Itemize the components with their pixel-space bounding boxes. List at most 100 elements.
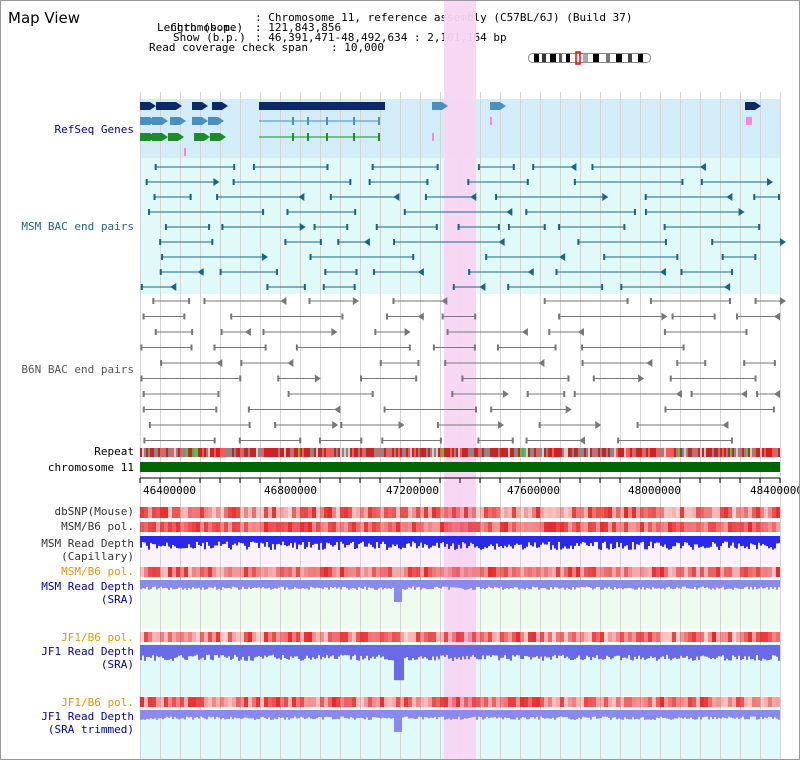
msm-depth-sra-bar: [234, 580, 236, 588]
refseq-strand-arrow: [500, 102, 506, 110]
msm-depth-capillary-bar: [240, 536, 242, 543]
msm-depth-capillary-bar: [450, 536, 452, 546]
msm-depth-capillary-bar: [378, 536, 380, 548]
jf1-b6-pol-trimmed-heat: [380, 697, 384, 707]
msm-depth-sra-bar: [220, 580, 222, 590]
repeat-segment: [318, 448, 320, 457]
grid-line: [300, 92, 301, 760]
jf1-depth-sra-bar: [340, 645, 342, 655]
jf1-depth-trimmed-bar: [640, 710, 642, 718]
jf1-depth-trimmed-bar: [280, 710, 282, 719]
msm-depth-sra-bar: [364, 580, 366, 587]
msm-depth-capillary-bar: [376, 536, 378, 542]
dbsnp-heat: [572, 507, 576, 518]
refseq-exon: [168, 133, 178, 141]
msm-depth-capillary-bar: [542, 536, 544, 543]
msm-depth-sra-bar: [370, 580, 372, 589]
repeat-segment: [344, 448, 346, 457]
jf1-depth-trimmed-bar: [140, 710, 142, 720]
b6n-bac-end: [563, 391, 566, 397]
jf1-depth-trimmed-bar: [242, 710, 244, 719]
jf1-b6-pol-heat: [596, 632, 600, 642]
msm-depth-capillary-label-1[interactable]: MSM Read Depth: [41, 537, 134, 550]
jf1-depth-trimmed-bar: [440, 710, 442, 717]
msm-depth-capillary-bar: [292, 536, 294, 548]
jf1-depth-sra-bar: [732, 645, 734, 656]
dbsnp-heat: [484, 507, 488, 518]
repeat-segment: [232, 448, 234, 457]
msm-b6-pol-heat: [248, 522, 252, 532]
msm-b6-pol-sra-heat: [416, 567, 420, 577]
jf1-b6-pol-trimmed-heat: [772, 697, 776, 707]
msm-b6-pol-sra-heat: [448, 567, 452, 577]
jf1-b6-pol-heat: [632, 632, 636, 642]
msm-bac-end: [140, 284, 143, 290]
jf1-depth-sra-bar: [472, 645, 474, 655]
repeat-segment: [330, 448, 332, 457]
msm-b6-pol-sra-heat: [712, 567, 716, 577]
msm-depth-sra-label-1[interactable]: MSM Read Depth: [41, 580, 134, 593]
msm-b6-pol-heat: [588, 522, 592, 532]
msm-bac-end: [346, 224, 349, 230]
dbsnp-heat: [352, 507, 356, 518]
msm-b6-pol-sra-heat: [624, 567, 628, 577]
grid-line: [720, 92, 721, 760]
refseq-exon: [170, 117, 180, 125]
jf1-depth-trimmed-bar: [466, 710, 468, 719]
msm-depth-sra-bar: [496, 580, 498, 588]
jf1-b6-pol-heat: [208, 632, 212, 642]
jf1-b6-pol-label[interactable]: JF1/B6 pol.: [61, 631, 134, 644]
msm-depth-sra-bar: [260, 580, 262, 589]
msm-depth-sra-bar: [580, 580, 582, 588]
jf1-depth-trimmed-label-1[interactable]: JF1 Read Depth: [41, 710, 134, 723]
repeat-segment: [660, 448, 662, 457]
jf1-depth-trimmed-bar: [300, 710, 302, 717]
msm-b6-pol-sra-heat: [472, 567, 476, 577]
refseq-exon: [140, 102, 150, 110]
msm-b6-pol-label[interactable]: MSM/B6 pol.: [61, 520, 134, 533]
repeat-segment: [710, 448, 712, 457]
msm-b6-pol-sra-heat: [688, 567, 692, 577]
jf1-depth-sra-bar: [646, 645, 648, 659]
b6n-bac-label[interactable]: B6N BAC end pairs: [21, 363, 134, 376]
msm-depth-sra-bar: [712, 580, 714, 589]
msm-b6-pol-heat: [516, 522, 520, 532]
jf1-depth-sra-bar: [444, 645, 446, 657]
jf1-depth-trimmed-bar: [574, 710, 576, 720]
msm-b6-pol-sra-heat: [640, 567, 644, 577]
repeat-segment: [426, 448, 428, 457]
repeat-segment: [310, 448, 312, 457]
repeat-segment: [722, 448, 724, 457]
jf1-depth-trimmed-bar: [498, 710, 500, 718]
dbsnp-heat: [248, 507, 252, 518]
msm-depth-capillary-bar: [280, 536, 282, 546]
repeat-segment: [270, 448, 272, 457]
msm-depth-capillary-bar: [586, 536, 588, 546]
jf1-b6-pol-trimmed-heat: [624, 697, 628, 707]
refseq-genes-label[interactable]: RefSeq Genes: [54, 123, 134, 136]
refseq-exon: [745, 102, 755, 110]
jf1-depth-sra-bar: [174, 645, 176, 658]
msm-depth-sra-bar: [166, 580, 168, 589]
repeat-segment: [556, 448, 558, 457]
jf1-b6-pol-heat: [408, 632, 412, 642]
jf1-b6-pol-trimmed-label[interactable]: JF1/B6 pol.: [61, 696, 134, 709]
jf1-b6-pol-heat: [300, 632, 304, 642]
chromosome-ideogram[interactable]: [528, 51, 652, 65]
jf1-b6-pol-heat: [748, 632, 752, 642]
msm-bac-label[interactable]: MSM BAC end pairs: [21, 220, 134, 233]
dbsnp-label[interactable]: dbSNP(Mouse): [54, 505, 134, 518]
msm-depth-sra-bar: [708, 580, 710, 589]
msm-b6-pol-sra-heat: [184, 567, 188, 577]
repeat-segment: [668, 448, 670, 457]
repeat-segment: [522, 448, 524, 457]
jf1-depth-sra-label-1[interactable]: JF1 Read Depth: [41, 645, 134, 658]
msm-b6-pol-sra-label[interactable]: MSM/B6 pol.: [61, 565, 134, 578]
msm-b6-pol-sra-heat: [588, 567, 592, 577]
msm-b6-pol-heat: [316, 522, 320, 532]
msm-b6-pol-heat: [648, 522, 652, 532]
jf1-depth-sra-bar: [448, 645, 450, 659]
msm-depth-capillary-bar: [422, 536, 424, 548]
repeat-segment: [400, 448, 402, 457]
